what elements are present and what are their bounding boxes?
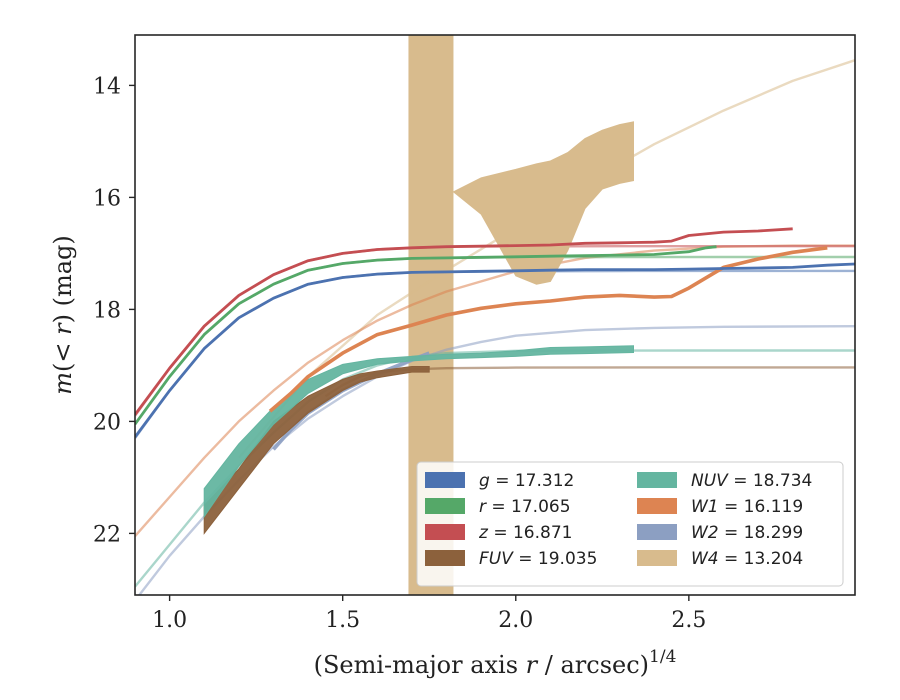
legend-swatch: [425, 550, 465, 566]
legend-item-z: z = 16.871: [425, 523, 572, 543]
observed-band-w4: [452, 121, 634, 285]
observed-band-nuv: [203, 345, 634, 519]
x-tick-label: 2.5: [671, 608, 706, 633]
legend-label: r = 17.065: [479, 497, 571, 517]
x-axis-label: (Semi-major axis r / arcsec)1/4: [314, 647, 677, 679]
y-tick-label: 22: [93, 522, 121, 547]
observed-line-r: [135, 245, 717, 426]
legend-item-w1: W1 = 16.119: [637, 497, 803, 517]
legend-label: W1 = 16.119: [691, 497, 803, 517]
x-tick-label: 1.5: [325, 608, 360, 633]
plot-frame: [134, 34, 856, 596]
legend-item-g: g = 17.312: [425, 471, 574, 491]
x-tick-label: 2.0: [498, 608, 533, 633]
legend-label: NUV = 18.734: [691, 471, 812, 491]
legend-swatch: [425, 498, 465, 514]
legend-label: z = 16.871: [478, 523, 572, 543]
model-line-w1: [135, 244, 855, 537]
legend-item-r: r = 17.065: [425, 497, 571, 517]
legend-swatch: [637, 498, 677, 514]
y-tick-label: 14: [93, 74, 121, 99]
legend: g = 17.312 r = 17.065 z = 16.871 FUV = 19.0…: [416, 461, 844, 587]
axes: 1.0 1.5 2.0 2.5 14 16 18 20 22: [93, 74, 706, 633]
observed-band-fuv: [203, 366, 430, 535]
legend-swatch: [637, 524, 677, 540]
legend-item-w2: W2 = 18.299: [637, 523, 803, 543]
plot-area: [135, 35, 855, 595]
observed-line-z: [135, 227, 793, 416]
legend-label: W4 = 13.204: [691, 549, 803, 569]
legend-item-nuv: NUV = 18.734: [637, 471, 812, 491]
y-tick-label: 16: [93, 186, 121, 211]
y-axis-label: m(< r) (mag): [49, 235, 77, 395]
legend-item-fuv: FUV = 19.035: [425, 549, 597, 569]
legend-swatch: [425, 472, 465, 488]
legend-swatch: [637, 550, 677, 566]
legend-swatch: [425, 524, 465, 540]
legend-box: [416, 461, 844, 587]
legend-label: g = 17.312: [479, 471, 574, 491]
x-tick-label: 1.0: [152, 608, 187, 633]
legend-label: FUV = 19.035: [479, 549, 597, 569]
y-tick-label: 20: [93, 410, 121, 435]
legend-item-w4: W4 = 13.204: [637, 549, 803, 569]
y-tick-label: 18: [93, 298, 121, 323]
legend-swatch: [637, 472, 677, 488]
observed-line-g: [135, 262, 855, 438]
legend-label: W2 = 18.299: [691, 523, 803, 543]
